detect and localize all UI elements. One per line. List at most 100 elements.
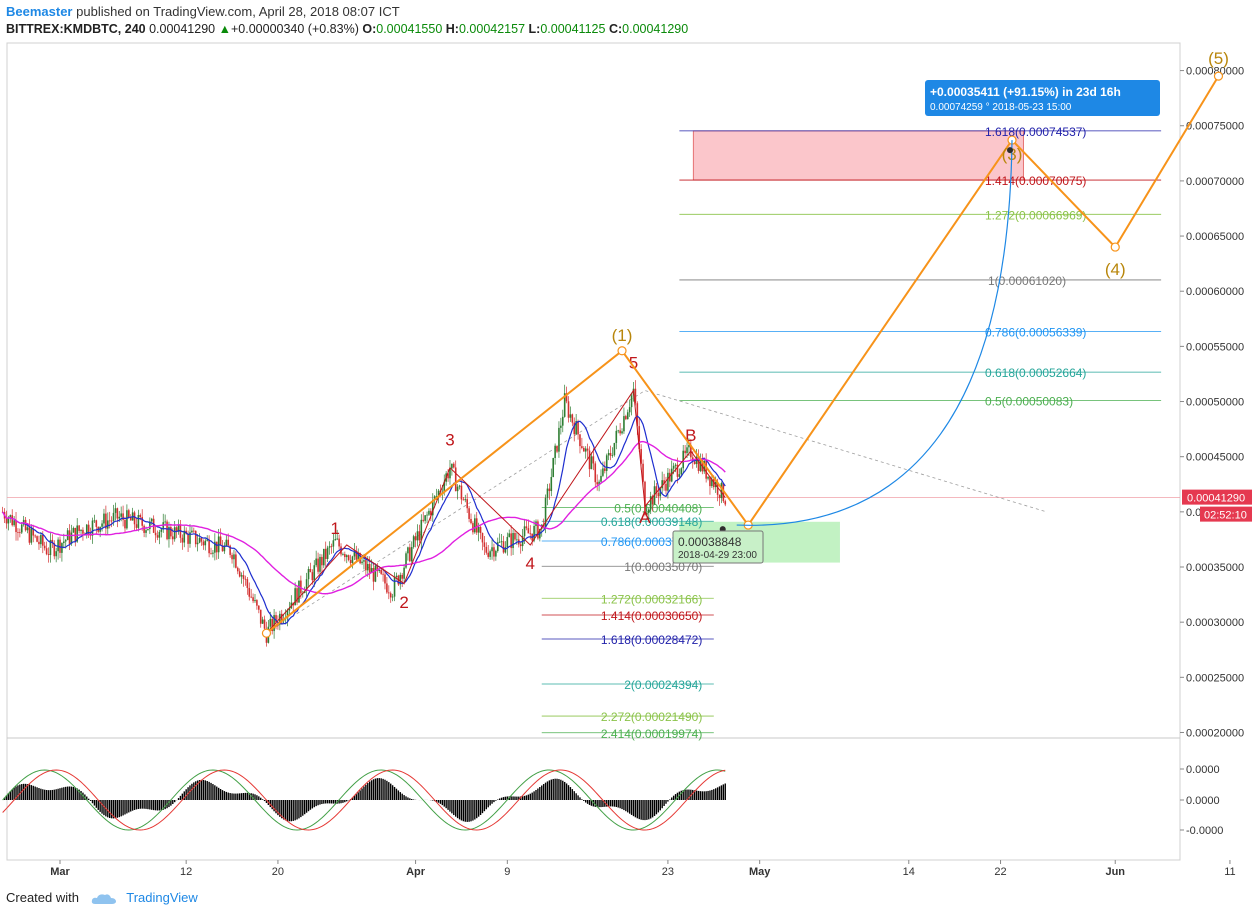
osc-signal-green [2,769,726,831]
author-name[interactable]: Beemaster [6,4,73,19]
candle-body [384,574,386,584]
osc-bar [441,800,444,806]
candle-body [409,547,411,562]
osc-bar [24,783,27,800]
osc-bar [533,791,535,800]
osc-bar [133,800,136,810]
moving-average-slow [2,440,726,595]
candle-body [527,528,530,534]
osc-bar [313,800,315,808]
osc-bar [657,800,660,813]
candle-body [124,520,126,529]
osc-bar [361,788,363,800]
osc-bar [260,797,262,800]
y-tick-label: 0.00065000 [1186,231,1244,243]
osc-bar [688,789,690,800]
candle-body [355,551,358,560]
osc-bar [282,800,285,820]
candle-body [496,542,499,552]
low-label: L: [528,22,541,36]
osc-bar [453,800,455,816]
candle-body [34,535,36,537]
osc-bar [238,793,241,800]
y-tick-label: 0.00030000 [1186,617,1244,629]
point-tooltip-line1: 0.00038848 [678,535,742,549]
osc-bar [588,800,591,805]
candle-body [323,548,325,566]
osc-bar [55,789,57,800]
candle-body [537,521,539,539]
osc-bar [7,793,10,800]
candle-body [560,425,562,428]
candle-body [248,587,251,597]
osc-bar [355,794,358,800]
candle-body [682,450,685,469]
osc-bar [391,785,394,800]
osc-bar [695,790,698,800]
candle-body [388,592,390,594]
osc-bar [294,800,296,821]
publish-info: Beemaster published on TradingView.com, … [6,4,400,19]
candle-body [7,518,10,524]
tooltip-bg [925,80,1160,116]
candle-body [110,520,113,522]
fib-retracement-label: 1(0.00035070) [624,560,702,574]
osc-bar [254,794,256,800]
osc-bar [378,778,380,800]
osc-bar [544,782,547,800]
candle-body [613,442,616,456]
osc-bar [669,799,671,800]
osc-bar [168,800,170,808]
osc-bar [516,796,518,800]
osc-bar [193,782,195,800]
candle-body [321,556,323,566]
candle-body [554,445,556,459]
candle-body [78,525,80,531]
candle-body [147,529,149,531]
candle-body [193,530,195,532]
osc-bar [42,789,44,800]
osc-bar [493,800,495,803]
candle-body [145,530,147,533]
symbol-label: BITTREX:KMDBTC, 240 [6,22,146,36]
candle-body [548,488,551,492]
ohlc-legend: BITTREX:KMDBTC, 240 0.00041290 ▲+0.00000… [6,22,688,36]
osc-bar [472,800,474,821]
candle-body [636,403,639,427]
osc-bar [19,784,21,800]
candle-body [45,548,48,555]
candle-body [120,513,122,517]
tradingview-link[interactable]: TradingView [126,890,198,905]
candle-body [76,525,79,542]
candle-body [519,544,522,547]
candle-body [485,546,488,553]
candle-body [122,513,124,521]
osc-bar [9,791,11,800]
osc-bar [715,788,717,800]
candle-body [640,449,642,464]
candle-body [703,460,706,472]
candle-body [378,569,381,572]
osc-bar [248,792,250,800]
candle-body [194,530,197,545]
candle-body [137,515,140,528]
candle-body [149,521,151,530]
candle-body [183,530,186,543]
osc-bar [359,790,361,800]
osc-bar [650,800,652,819]
osc-bar [45,790,48,800]
close-value: 0.00041290 [622,22,689,36]
candle-body [365,560,367,571]
candle-body [246,579,249,588]
candle-body [309,568,312,573]
osc-bar [667,800,669,802]
osc-bar [686,789,688,800]
osc-bar [288,800,291,822]
candle-body [143,525,145,533]
candle-body [661,480,663,489]
candle-body [223,545,226,552]
osc-bar [131,800,134,811]
candle-body [460,485,463,500]
candle-body [160,529,163,532]
